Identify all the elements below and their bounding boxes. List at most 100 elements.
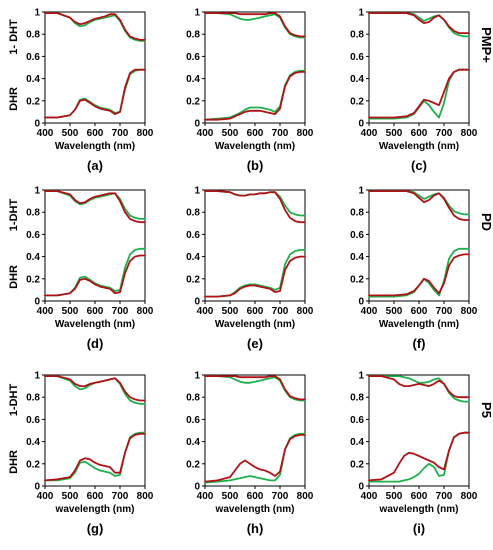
plot-frame [368,374,470,487]
x-tick-label: 700 [112,128,129,139]
red-series-line [368,431,470,482]
y-tick-label: 0 [358,482,364,493]
x-tick-label: 600 [247,306,264,317]
plot-frame [44,374,146,487]
y-axis-label-top: 1-DHT [8,199,20,232]
y-tick-label: 1 [358,186,364,197]
x-tick-label: 700 [436,306,453,317]
y-tick-label: 0.2 [186,96,200,107]
x-axis-label: Wavelength (nm) [55,319,135,330]
x-tick-label: 600 [411,491,428,502]
red-series-line [204,12,306,38]
x-tick-label: 600 [87,128,104,139]
red-series-line [204,433,306,483]
x-tick-label: 400 [37,491,54,502]
y-tick-label: 0.4 [350,74,364,85]
plot-frame [204,11,306,124]
green-series-line [204,248,306,298]
green-series-line [204,69,306,121]
red-series-line [368,253,470,297]
x-axis-label: Wavelength (nm) [379,319,459,330]
panel-label: (e) [247,336,263,351]
red-series-line [44,254,146,297]
x-axis-label: Wavelength (nm) [55,141,135,152]
panel-label: (b) [247,158,264,173]
x-tick-label: 400 [197,306,214,317]
x-tick-label: 400 [197,128,214,139]
green-series-line [368,68,470,120]
green-series-line [368,375,470,403]
red-series-line [204,71,306,121]
y-tick-label: 1 [34,371,40,382]
row-label: PD [479,213,493,231]
y-tick-label: 0.4 [26,74,40,85]
x-tick-label: 500 [386,128,403,139]
x-tick-label: 500 [62,306,79,317]
x-tick-label: 500 [62,491,79,502]
y-tick-label: 0.6 [186,415,200,426]
y-tick-label: 0.8 [186,393,200,404]
y-tick-label: 0.4 [350,252,364,263]
y-tick-label: 1 [34,8,40,19]
y-tick-label: 0 [34,482,40,493]
x-axis-label: wavelength (nm) [215,504,295,515]
y-tick-label: 1 [194,371,200,382]
red-series-line [204,255,306,298]
y-tick-label: 1 [194,186,200,197]
green-series-line [204,375,306,402]
y-axis-label-bottom: DHR [8,87,20,111]
red-series-line [204,375,306,401]
green-series-line [44,375,146,405]
x-tick-label: 400 [361,491,378,502]
x-tick-label: 400 [361,128,378,139]
y-tick-label: 0.8 [186,208,200,219]
y-tick-label: 0.8 [26,30,40,41]
green-series-line [44,431,146,482]
y-tick-label: 0.2 [350,96,364,107]
red-series-line [204,190,306,224]
x-tick-label: 600 [411,306,428,317]
x-axis-label: Wavelength (nm) [215,319,295,330]
x-tick-label: 800 [461,306,478,317]
plot-frame [204,374,306,487]
green-series-line [368,247,470,298]
panel-label: (a) [87,158,103,173]
green-series-line [368,12,470,38]
green-series-line [44,190,146,220]
green-series-line [368,431,470,483]
x-tick-label: 700 [112,306,129,317]
x-tick-label: 800 [297,128,314,139]
y-tick-label: 0.6 [26,230,40,241]
x-tick-label: 800 [461,128,478,139]
panel-label: (d) [87,336,104,351]
y-tick-label: 0.6 [350,415,364,426]
row-label: PMP+ [479,27,493,63]
y-tick-label: 0 [358,119,364,130]
y-tick-label: 0.6 [26,52,40,63]
y-tick-label: 0.4 [186,437,200,448]
x-tick-label: 700 [272,128,289,139]
red-series-line [368,375,470,399]
x-tick-label: 600 [87,306,104,317]
y-tick-label: 0.2 [26,96,40,107]
x-tick-label: 600 [247,491,264,502]
x-tick-label: 500 [386,306,403,317]
y-axis-label-top: 1-DHT [8,384,20,417]
x-tick-label: 700 [436,128,453,139]
y-tick-label: 0.2 [186,274,200,285]
y-tick-label: 0.4 [186,252,200,263]
x-tick-label: 700 [272,306,289,317]
y-tick-label: 0.4 [26,437,40,448]
y-tick-label: 0.4 [186,74,200,85]
x-tick-label: 400 [37,128,54,139]
y-tick-label: 0.8 [26,393,40,404]
x-axis-label: Wavelength (nm) [379,141,459,152]
y-tick-label: 0 [194,119,200,130]
panel-label: (f) [413,336,426,351]
y-tick-label: 0 [358,297,364,308]
y-tick-label: 0 [34,119,40,130]
x-tick-label: 500 [386,491,403,502]
green-series-line [204,12,306,39]
y-tick-label: 0.2 [186,459,200,470]
